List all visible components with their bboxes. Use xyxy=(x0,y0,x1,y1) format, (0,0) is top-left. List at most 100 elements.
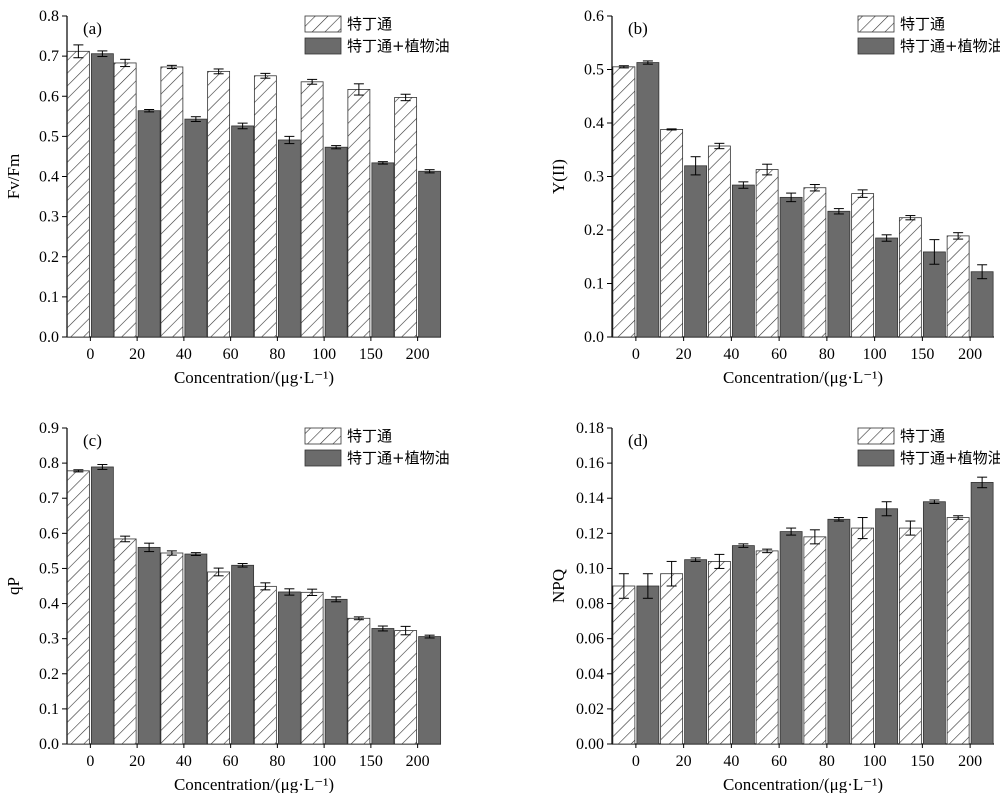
bar-series-2 xyxy=(418,636,442,745)
bar-series-2 xyxy=(184,118,208,338)
x-tick-label: 100 xyxy=(863,346,887,363)
bar-series-2 xyxy=(731,184,755,338)
y-tick-label: 0.2 xyxy=(584,222,604,239)
y-tick-label: 0.00 xyxy=(576,736,604,753)
bar-series-2 xyxy=(875,237,899,338)
bar-series-2 xyxy=(731,545,755,745)
x-tick-label: 40 xyxy=(176,346,192,363)
x-tick-label: 200 xyxy=(958,346,982,363)
bar-series-2 xyxy=(779,531,803,745)
bar-series-1 xyxy=(207,571,231,745)
bar-series-2 xyxy=(875,508,899,745)
y-tick-label: 0.6 xyxy=(39,525,59,542)
bar-series-1 xyxy=(347,89,371,338)
legend-swatch xyxy=(304,37,342,55)
y-tick-label: 0.0 xyxy=(39,329,59,346)
legend-label: 特丁通+植物油 xyxy=(347,37,450,55)
y-tick-label: 0.3 xyxy=(39,209,59,226)
y-tick-label: 0.02 xyxy=(576,701,604,718)
y-axis-title: qP xyxy=(4,577,23,595)
y-tick-label: 0.12 xyxy=(576,525,604,542)
bar-series-2 xyxy=(779,196,803,338)
y-tick-label: 0.8 xyxy=(39,8,59,25)
x-tick-label: 40 xyxy=(723,753,739,770)
x-tick-label: 60 xyxy=(771,753,787,770)
y-tick-label: 0.0 xyxy=(39,736,59,753)
y-tick-label: 0.8 xyxy=(39,455,59,472)
bar-series-2 xyxy=(827,210,851,338)
bar-series-2 xyxy=(231,125,255,338)
y-tick-label: 0.5 xyxy=(584,62,604,79)
legend-swatch xyxy=(304,15,342,33)
y-axis-title: Y(II) xyxy=(549,159,568,194)
bar-series-1 xyxy=(394,97,418,338)
bar-series-1 xyxy=(207,70,231,338)
legend-label: 特丁通 xyxy=(347,427,392,445)
x-tick-label: 80 xyxy=(269,753,285,770)
bar-series-2 xyxy=(277,139,301,338)
x-tick-label: 20 xyxy=(129,753,145,770)
x-tick-label: 60 xyxy=(223,346,239,363)
y-tick-label: 0.5 xyxy=(39,560,59,577)
bar-series-1 xyxy=(113,538,137,745)
x-axis-title: Concentration/(μg·L⁻¹) xyxy=(723,775,883,793)
bar-series-1 xyxy=(253,585,277,745)
bar-series-1 xyxy=(803,187,827,338)
x-tick-label: 20 xyxy=(676,346,692,363)
bar-series-1 xyxy=(755,550,779,745)
bar-series-1 xyxy=(612,585,636,745)
y-tick-label: 0.1 xyxy=(39,701,59,718)
y-tick-label: 0.3 xyxy=(39,631,59,648)
bar-series-1 xyxy=(851,527,875,745)
bar-series-2 xyxy=(970,271,994,338)
legend-swatch xyxy=(857,427,895,445)
bar-series-1 xyxy=(253,75,277,338)
legend-label: 特丁通+植物油 xyxy=(900,449,1000,467)
x-axis-title: Concentration/(μg·L⁻¹) xyxy=(723,368,883,387)
x-tick-label: 60 xyxy=(223,753,239,770)
x-tick-label: 200 xyxy=(406,753,430,770)
bar-series-2 xyxy=(371,162,395,338)
x-tick-label: 80 xyxy=(819,753,835,770)
bar-series-2 xyxy=(371,628,395,745)
bar-series-2 xyxy=(324,146,348,338)
chart-panel-b: 0.0 0.1 0.2 0.3 0.4 0.5 0.6 0 20 40 60 80 100 150 200 C… xyxy=(549,8,1000,387)
y-tick-label: 0.2 xyxy=(39,666,59,683)
y-tick-label: 0.2 xyxy=(39,249,59,266)
bar-series-2 xyxy=(231,564,255,745)
y-tick-label: 0.06 xyxy=(576,631,604,648)
y-tick-label: 0.9 xyxy=(39,420,59,437)
bar-series-2 xyxy=(277,591,301,745)
y-tick-label: 0.5 xyxy=(39,128,59,145)
bar-series-2 xyxy=(137,110,161,338)
bar-series-1 xyxy=(707,145,731,338)
legend-swatch xyxy=(857,15,895,33)
legend-label: 特丁通 xyxy=(900,15,945,33)
bar-series-2 xyxy=(137,546,161,745)
legend-label: 特丁通+植物油 xyxy=(347,449,450,467)
x-tick-label: 60 xyxy=(771,346,787,363)
bar-series-2 xyxy=(684,559,708,745)
bar-series-1 xyxy=(851,193,875,338)
bar-series-2 xyxy=(684,165,708,338)
panel-label: (b) xyxy=(628,19,648,38)
x-tick-label: 20 xyxy=(676,753,692,770)
bar-series-1 xyxy=(946,235,970,338)
bar-series-1 xyxy=(707,561,731,745)
panel-label: (d) xyxy=(628,431,648,450)
legend-swatch xyxy=(304,449,342,467)
panel-label: (c) xyxy=(83,431,102,450)
chart-panel-c: 0.0 0.1 0.2 0.3 0.4 0.5 0.6 0.7 0.8 0.9 0 20 40 60 80 1… xyxy=(4,420,450,793)
x-tick-label: 150 xyxy=(910,753,934,770)
x-tick-label: 0 xyxy=(86,346,94,363)
y-tick-label: 0.6 xyxy=(584,8,604,25)
bar-series-2 xyxy=(922,501,946,745)
x-tick-label: 150 xyxy=(910,346,934,363)
y-tick-label: 0.10 xyxy=(576,560,604,577)
y-tick-label: 0.18 xyxy=(576,420,604,437)
y-tick-label: 0.3 xyxy=(584,169,604,186)
bar-series-2 xyxy=(827,518,851,745)
x-tick-label: 200 xyxy=(406,346,430,363)
panel-label: (a) xyxy=(83,19,102,38)
